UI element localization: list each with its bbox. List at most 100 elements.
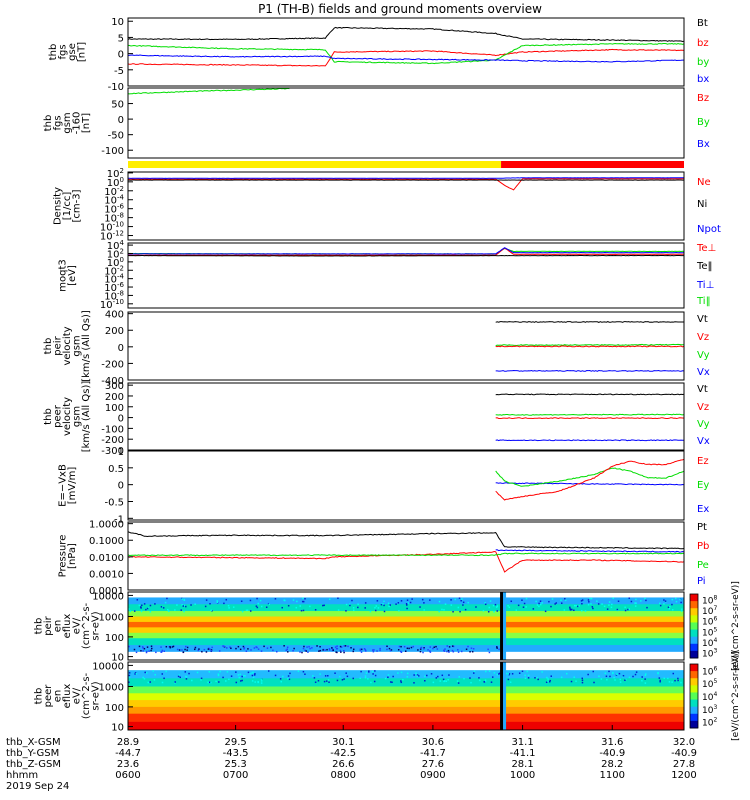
heat-speckle	[491, 676, 494, 678]
y-tick-label: 100	[105, 403, 124, 414]
heat-speckle	[337, 609, 340, 611]
heat-speckle	[203, 648, 206, 651]
y-tick-label: 104	[107, 239, 125, 252]
heat-speckle	[302, 600, 305, 603]
heat-speckle	[473, 670, 476, 673]
y-ticks-6: 1 0.5 0 -0.5 -1	[104, 447, 133, 525]
heat-speckle	[448, 646, 451, 648]
heat-speckle	[592, 670, 594, 673]
heat-speckle	[624, 679, 626, 682]
heat-band-9-0	[128, 662, 684, 671]
heat-speckle	[155, 651, 157, 654]
heat-speckle	[464, 608, 467, 611]
series-group-7	[128, 531, 684, 573]
heat-speckle	[680, 601, 682, 604]
heat-speckle	[181, 598, 183, 600]
heat-speckle	[162, 607, 165, 609]
heat-speckle	[628, 676, 631, 679]
heat-speckle	[446, 650, 448, 653]
heat-speckle	[494, 603, 497, 606]
heat-speckle	[376, 650, 378, 652]
heat-band-8-7	[128, 632, 684, 639]
panel-7: 1.0000 0.1000 0.0100 0.0010 0.0001 Pressure[n…	[57, 520, 709, 597]
heat-speckle	[246, 609, 249, 611]
heat-speckle	[142, 650, 144, 652]
heat-speckle	[254, 681, 256, 683]
heat-speckle	[150, 645, 153, 647]
heat-speckle	[380, 603, 383, 606]
heat-speckle	[677, 679, 679, 682]
heat-speckle	[188, 672, 190, 675]
y-label-1-4: [nT]	[81, 113, 92, 133]
heat-speckle	[478, 677, 480, 679]
y-tick-label: 10-4	[104, 194, 124, 207]
heat-speckle	[249, 610, 252, 612]
panel-frame-0	[127, 17, 685, 87]
heat-speckle	[371, 670, 374, 673]
heat-speckle	[390, 649, 393, 651]
colorbar-step	[690, 706, 698, 715]
heat-speckle	[536, 677, 538, 679]
heat-speckle	[172, 645, 175, 648]
y-label-7-1: [nPa]	[67, 543, 78, 569]
heat-speckle	[498, 648, 500, 651]
heat-speckle	[341, 679, 344, 681]
heat-speckle	[608, 670, 610, 673]
heat-speckle	[186, 649, 188, 651]
y-tick-label: 1000	[99, 612, 124, 623]
heat-speckle	[563, 609, 566, 611]
heat-speckle	[439, 680, 441, 682]
heatmap-8	[128, 592, 684, 660]
heat-speckle	[183, 598, 186, 601]
heat-speckle	[151, 647, 153, 650]
x-tick-label: -41.1	[510, 748, 536, 759]
heat-speckle	[299, 651, 301, 653]
heat-speckle	[305, 650, 308, 652]
heat-speckle	[314, 681, 317, 684]
heat-transition	[500, 662, 504, 730]
legend-item-Ex: Ex	[697, 504, 709, 515]
heat-speckle	[537, 678, 539, 681]
legend-item-Ti⊥: Ti⊥	[696, 280, 714, 291]
x-tick-label: 30.1	[332, 737, 354, 748]
heat-speckle	[508, 672, 511, 675]
y-label-4-1: peir	[53, 335, 64, 355]
heat-speckle	[467, 645, 469, 648]
heat-speckle	[400, 681, 403, 684]
heat-speckle	[370, 681, 372, 684]
heat-speckle	[493, 610, 495, 613]
y-tick-label: 10-2	[104, 264, 124, 277]
heat-speckle	[317, 680, 320, 682]
series-line-3-2	[128, 247, 684, 255]
heat-speckle	[663, 599, 665, 601]
heat-speckle	[588, 601, 590, 603]
heat-speckle	[591, 606, 594, 608]
heat-speckle	[596, 600, 598, 602]
heat-speckle	[306, 646, 308, 648]
colorbar-step	[690, 615, 698, 623]
y-tick-label: 0.0100	[89, 553, 124, 564]
heat-speckle	[404, 650, 407, 652]
heat-speckle	[458, 676, 460, 678]
heat-speckle	[451, 645, 454, 647]
heat-speckle	[675, 600, 678, 603]
heat-speckle	[581, 681, 584, 684]
heat-speckle	[149, 610, 152, 613]
heat-speckle	[205, 651, 208, 653]
heat-speckle	[336, 647, 339, 650]
heat-speckle	[522, 606, 525, 608]
heat-speckle	[587, 673, 589, 676]
heat-speckle	[456, 680, 459, 682]
colorbar-frame	[689, 593, 699, 659]
heat-speckle	[416, 675, 419, 677]
heat-speckle	[564, 597, 566, 600]
heat-band-9-3	[128, 686, 684, 694]
heat-speckle	[260, 605, 263, 608]
heat-speckle	[669, 605, 671, 608]
heat-speckle	[307, 651, 309, 653]
heat-speckle	[469, 651, 471, 653]
colorbar-step	[690, 608, 698, 616]
heat-speckle	[372, 649, 374, 651]
